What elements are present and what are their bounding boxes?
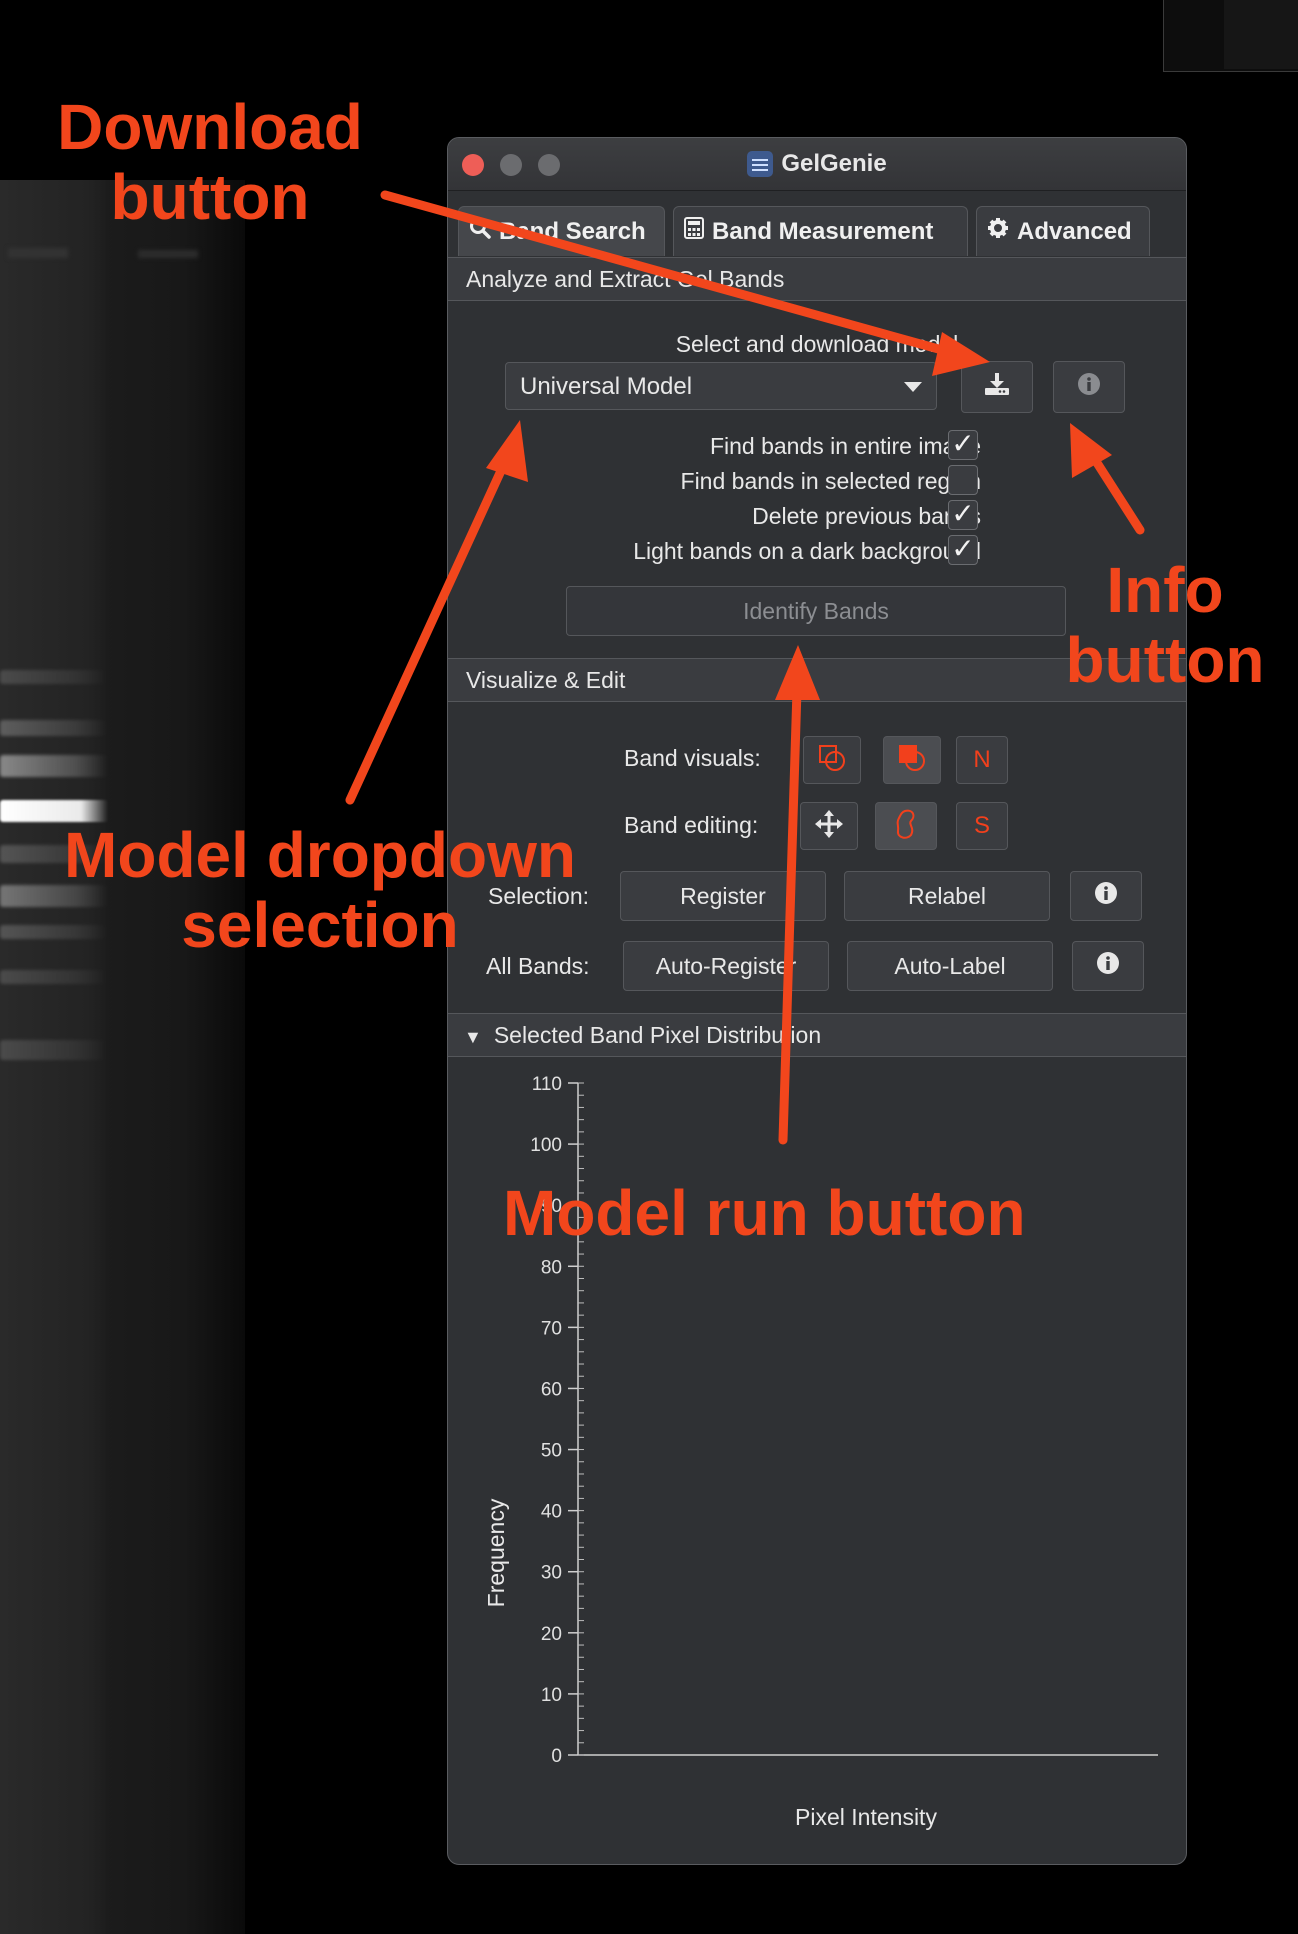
select-toggle-button[interactable]: S [956, 802, 1008, 850]
annotation-model-dropdown: Model dropdown selection [40, 820, 600, 961]
background-window-fragment [1163, 0, 1298, 72]
overlay-filled-icon [897, 743, 927, 778]
move-arrows-icon [814, 809, 844, 844]
option-label-light-bands: Light bands on a dark background [633, 538, 981, 564]
draw-band-button[interactable] [875, 802, 937, 850]
option-label-selected-region: Find bands in selected region [680, 468, 981, 494]
y-tick-label: 0 [551, 1746, 562, 1767]
band-overlay-filled-button[interactable] [883, 736, 941, 784]
y-tick-label: 60 [541, 1379, 562, 1400]
tab-advanced-label: Advanced [1017, 217, 1132, 245]
distribution-header-label: Selected Band Pixel Distribution [493, 1022, 822, 1048]
y-axis-label: Frequency [483, 1498, 509, 1607]
all-bands-info-button[interactable] [1072, 941, 1144, 991]
y-tick-label: 100 [530, 1135, 562, 1156]
info-icon [1095, 950, 1121, 982]
selection-info-button[interactable] [1070, 871, 1142, 921]
register-button[interactable]: Register [620, 871, 826, 921]
close-window-button[interactable] [462, 154, 484, 176]
y-tick-label: 50 [541, 1441, 562, 1462]
checkbox-light-bands[interactable]: ✓ [948, 535, 978, 565]
info-icon [1076, 371, 1102, 403]
select-toggle-label: S [973, 812, 990, 839]
model-dropdown-value: Universal Model [520, 373, 693, 400]
collapse-triangle-icon: ▼ [464, 1027, 482, 1047]
auto-register-button[interactable]: Auto-Register [623, 941, 829, 991]
section-header-distribution[interactable]: ▼ Selected Band Pixel Distribution [448, 1013, 1186, 1057]
annotation-download-line-1: Download [57, 91, 363, 163]
y-tick-label: 90 [541, 1196, 562, 1217]
band-editing-label: Band editing: [624, 812, 759, 838]
band-visuals-label: Band visuals: [624, 745, 761, 771]
model-info-button[interactable] [1053, 361, 1125, 413]
annotation-model-dropdown-line-2: selection [181, 889, 459, 962]
band-name-toggle-label: N [973, 746, 991, 773]
y-tick-label: 30 [541, 1563, 562, 1584]
tab-band-measurement[interactable]: Band Measurement [673, 206, 968, 256]
annotation-info: Info button [1040, 555, 1290, 696]
pixel-distribution-chart: 0 10 20 30 40 50 60 70 80 90 100 110 Pixel Intensit… [483, 1074, 1158, 1830]
chevron-down-icon [904, 382, 922, 392]
checkbox-selected-region[interactable] [948, 465, 978, 495]
annotation-info-line-1: Info [1106, 554, 1224, 626]
identify-bands-button[interactable]: Identify Bands [566, 586, 1066, 636]
overlay-outline-icon [817, 743, 847, 778]
maximize-window-button[interactable] [538, 154, 560, 176]
tab-band-search-label: Band Search [499, 217, 646, 245]
relabel-button[interactable]: Relabel [844, 871, 1050, 921]
x-axis-label: Pixel Intensity [795, 1804, 937, 1830]
y-tick-label: 20 [541, 1624, 562, 1645]
annotation-download-line-2: button [110, 161, 310, 234]
auto-label-button[interactable]: Auto-Label [847, 941, 1053, 991]
gear-icon [987, 217, 1017, 246]
selection-label: Selection: [488, 883, 590, 909]
window-title: GelGenie [781, 150, 887, 177]
annotation-download: Download button [40, 92, 380, 233]
section-header-analyze[interactable]: Analyze and Extract Gel Bands [448, 257, 1186, 301]
checkbox-entire-image[interactable]: ✓ [948, 430, 978, 460]
tab-band-search[interactable]: Band Search [458, 206, 665, 256]
option-label-entire-image: Find bands in entire image [709, 433, 981, 459]
gelgenie-window: GelGenie Band Search Band Measurement Ad… [447, 137, 1187, 1865]
search-icon [469, 217, 499, 246]
tab-advanced[interactable]: Advanced [976, 206, 1150, 256]
y-tick-label: 70 [541, 1318, 562, 1339]
info-icon [1093, 880, 1119, 912]
blob-brush-icon [891, 808, 921, 845]
model-caption: Select and download model [675, 331, 959, 357]
all-bands-label: All Bands: [486, 953, 590, 979]
gel-image [0, 180, 245, 1934]
model-dropdown[interactable]: Universal Model [505, 362, 937, 410]
annotation-model-dropdown-line-1: Model dropdown [64, 819, 576, 891]
tab-band-measurement-label: Band Measurement [712, 217, 934, 245]
y-tick-label: 40 [541, 1502, 562, 1523]
minimize-window-button[interactable] [500, 154, 522, 176]
option-label-delete-previous: Delete previous bands [752, 503, 981, 529]
gelgenie-app-icon [747, 151, 774, 177]
download-icon [983, 371, 1011, 403]
band-overlay-outline-button[interactable] [803, 736, 861, 784]
y-tick-label: 10 [541, 1685, 562, 1706]
download-button[interactable] [961, 361, 1033, 413]
band-name-toggle-button[interactable]: N [956, 736, 1008, 784]
annotation-model-run: Model run button [503, 1177, 1026, 1249]
move-band-button[interactable] [800, 802, 858, 850]
y-tick-label: 80 [541, 1257, 562, 1278]
y-tick-label: 110 [532, 1074, 562, 1095]
calculator-icon [684, 217, 712, 246]
annotation-info-line-2: button [1065, 624, 1265, 697]
title-bar: GelGenie [448, 138, 1186, 191]
checkbox-delete-previous[interactable]: ✓ [948, 500, 978, 530]
